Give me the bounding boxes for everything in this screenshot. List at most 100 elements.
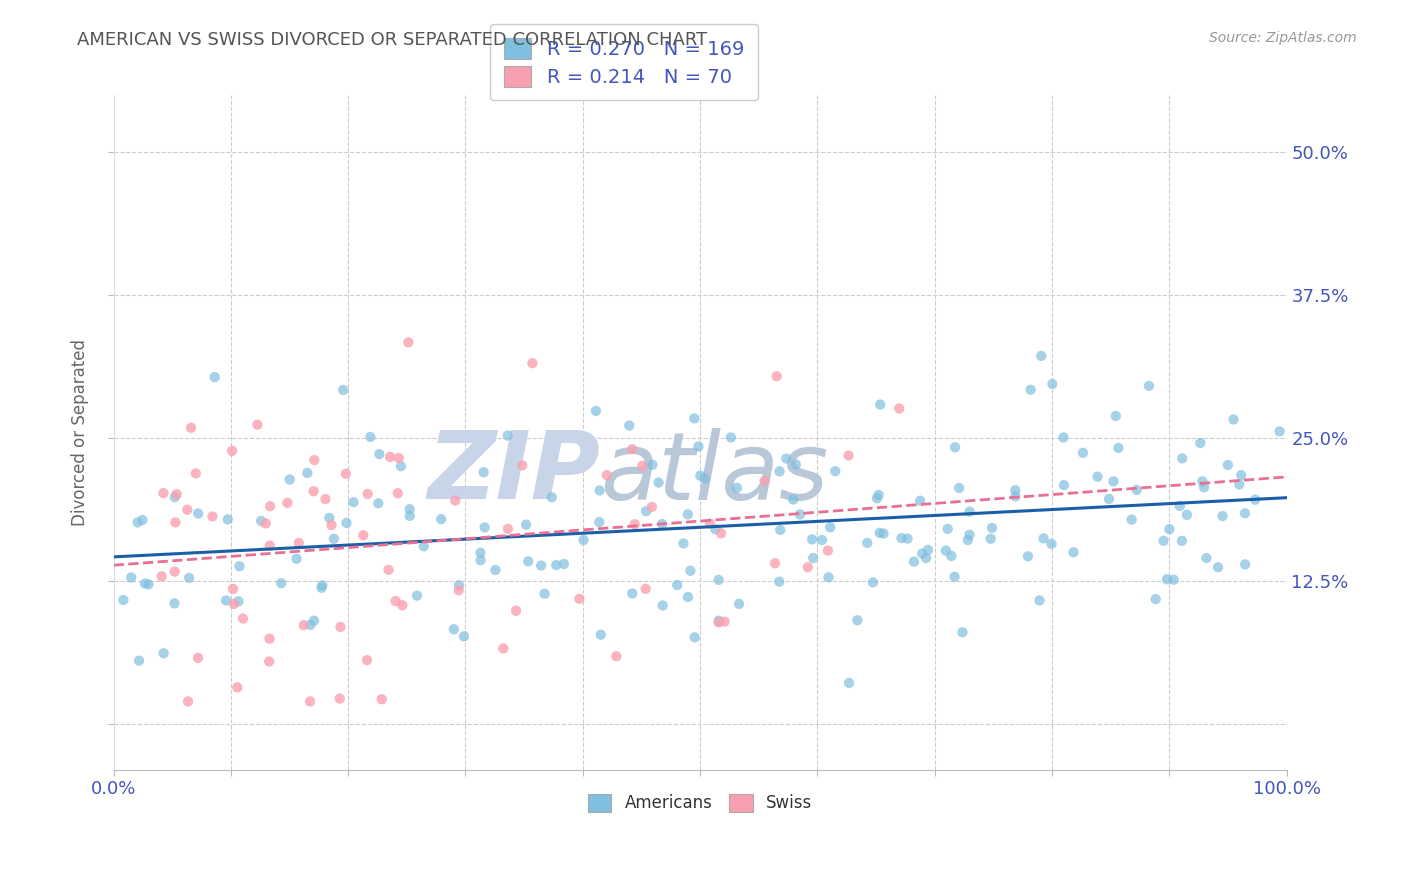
- Point: [769, 523, 792, 537]
- Point: [651, 516, 673, 531]
- Point: [540, 491, 562, 505]
- Point: [1040, 537, 1063, 551]
- Point: [474, 520, 496, 534]
- Point: [1107, 441, 1129, 455]
- Point: [605, 649, 627, 664]
- Text: atlas: atlas: [600, 427, 828, 518]
- Point: [754, 474, 776, 488]
- Point: [1125, 483, 1147, 497]
- Point: [720, 430, 742, 444]
- Point: [917, 543, 939, 558]
- Point: [166, 487, 188, 501]
- Point: [163, 565, 186, 579]
- Point: [1175, 508, 1198, 522]
- Point: [935, 543, 957, 558]
- Point: [1063, 545, 1085, 559]
- Point: [496, 428, 519, 442]
- Point: [641, 500, 664, 514]
- Text: AMERICAN VS SWISS DIVORCED OR SEPARATED CORRELATION CHART: AMERICAN VS SWISS DIVORCED OR SEPARATED …: [77, 31, 707, 49]
- Point: [801, 551, 824, 566]
- Point: [222, 582, 245, 596]
- Point: [896, 532, 918, 546]
- Point: [1268, 425, 1291, 439]
- Point: [321, 518, 343, 533]
- Point: [1192, 480, 1215, 494]
- Point: [817, 543, 839, 558]
- Point: [398, 502, 420, 516]
- Point: [1004, 490, 1026, 504]
- Point: [941, 549, 963, 563]
- Point: [1233, 506, 1256, 520]
- Point: [915, 551, 938, 566]
- Point: [959, 505, 981, 519]
- Point: [797, 560, 820, 574]
- Point: [368, 447, 391, 461]
- Point: [1153, 533, 1175, 548]
- Point: [699, 516, 721, 531]
- Legend: Americans, Swiss: Americans, Swiss: [578, 784, 823, 822]
- Point: [869, 525, 891, 540]
- Point: [666, 578, 689, 592]
- Point: [377, 563, 399, 577]
- Point: [1206, 560, 1229, 574]
- Point: [278, 473, 301, 487]
- Point: [956, 533, 979, 547]
- Point: [768, 574, 790, 589]
- Point: [1144, 592, 1167, 607]
- Point: [1230, 468, 1253, 483]
- Point: [588, 515, 610, 529]
- Point: [163, 596, 186, 610]
- Point: [707, 573, 730, 587]
- Point: [299, 694, 322, 708]
- Point: [572, 533, 595, 547]
- Point: [856, 536, 879, 550]
- Point: [472, 465, 495, 479]
- Point: [1017, 549, 1039, 564]
- Point: [801, 533, 824, 547]
- Point: [443, 622, 465, 636]
- Point: [546, 558, 568, 573]
- Point: [1189, 436, 1212, 450]
- Point: [1159, 522, 1181, 536]
- Point: [683, 631, 706, 645]
- Point: [352, 528, 374, 542]
- Point: [318, 510, 340, 524]
- Point: [127, 516, 149, 530]
- Point: [693, 472, 716, 486]
- Point: [862, 575, 884, 590]
- Point: [259, 539, 281, 553]
- Point: [707, 615, 730, 630]
- Point: [765, 369, 787, 384]
- Point: [152, 486, 174, 500]
- Point: [943, 440, 966, 454]
- Point: [634, 582, 657, 596]
- Point: [679, 564, 702, 578]
- Point: [335, 467, 357, 481]
- Point: [304, 453, 326, 467]
- Point: [1222, 412, 1244, 426]
- Point: [838, 676, 860, 690]
- Point: [676, 508, 699, 522]
- Point: [128, 654, 150, 668]
- Point: [1053, 478, 1076, 492]
- Point: [221, 443, 243, 458]
- Point: [226, 681, 249, 695]
- Point: [396, 335, 419, 350]
- Point: [1098, 491, 1121, 506]
- Point: [872, 526, 894, 541]
- Point: [388, 450, 411, 465]
- Point: [302, 614, 325, 628]
- Point: [1102, 475, 1125, 489]
- Point: [789, 508, 811, 522]
- Point: [505, 604, 527, 618]
- Point: [406, 589, 429, 603]
- Point: [176, 502, 198, 516]
- Point: [1105, 409, 1128, 423]
- Point: [204, 370, 226, 384]
- Point: [707, 614, 730, 628]
- Point: [356, 653, 378, 667]
- Point: [763, 556, 786, 570]
- Point: [177, 694, 200, 708]
- Point: [1211, 509, 1233, 524]
- Point: [150, 569, 173, 583]
